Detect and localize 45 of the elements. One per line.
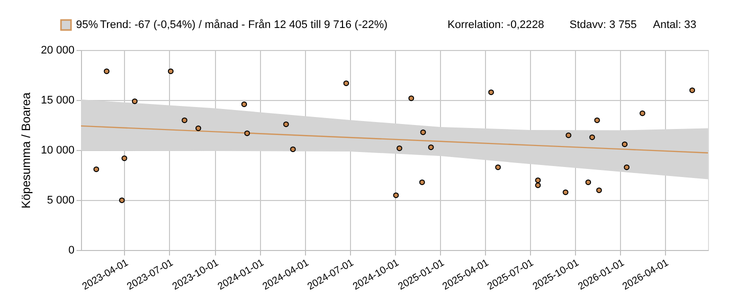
- point: [562, 189, 568, 196]
- text: Antal: 33: [653, 19, 696, 31]
- point: [419, 179, 425, 186]
- point: [244, 130, 250, 136]
- point: [393, 192, 399, 198]
- point: [535, 182, 541, 188]
- point: [566, 132, 572, 138]
- point: [408, 95, 414, 102]
- point: [396, 145, 402, 152]
- point: [132, 98, 138, 104]
- point: [689, 87, 696, 94]
- y-axis-title: Köpesumma / Boarea: [18, 92, 33, 209]
- point: [195, 125, 202, 132]
- y-tick-label: 5 000: [46, 194, 74, 206]
- point: [122, 155, 128, 162]
- point: [640, 110, 646, 116]
- point: [594, 117, 600, 124]
- point: [535, 177, 541, 184]
- point: [624, 164, 630, 170]
- point: [182, 117, 188, 124]
- y-tick-label: 15 000: [40, 94, 74, 106]
- point: [93, 166, 100, 172]
- point: [488, 89, 494, 96]
- point: [622, 141, 628, 148]
- text: Korrelation: -0,2228: [448, 19, 544, 31]
- point: [283, 121, 289, 128]
- legend-label: 95%: [76, 19, 98, 31]
- point: [585, 179, 592, 186]
- y-tick-label: 0: [68, 244, 74, 256]
- point: [589, 134, 596, 140]
- point: [241, 101, 248, 108]
- y-tick-label: 10 000: [40, 144, 74, 156]
- text: Trend: -67 (-0,54%) / månad - Från 12 405 till 9 716 (-22%): [100, 19, 388, 31]
- point: [168, 68, 174, 74]
- point: [596, 187, 602, 194]
- point: [420, 129, 426, 136]
- y-tick-label: 20 000: [40, 44, 74, 56]
- point: [428, 144, 434, 150]
- point: [495, 164, 501, 170]
- point: [290, 146, 296, 152]
- point: [104, 68, 110, 74]
- point: [119, 197, 125, 204]
- line-series: [80, 125, 709, 154]
- point: [343, 80, 350, 86]
- text: Stdavv: 3 755: [570, 19, 637, 31]
